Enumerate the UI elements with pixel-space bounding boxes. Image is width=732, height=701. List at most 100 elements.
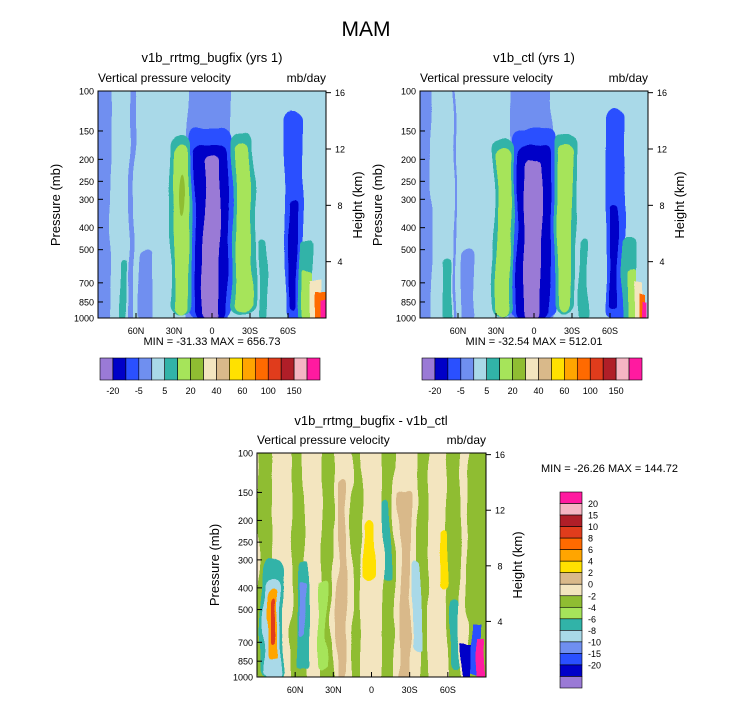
panel-2-y-tick-label: 150 [401,126,416,136]
panel-2-colorbar-swatch [486,357,500,381]
panel-2-height-tick-label: 4 [659,257,664,267]
panel-2-colorbar-swatch [602,357,617,381]
panel-1-colorbar-swatch [280,357,295,381]
panel-3-plot-area [257,453,486,677]
panel-1-y-tick-label: 850 [79,297,94,307]
panel-3-colorbar-label: -6 [588,614,596,624]
panel-3-colorbar-label: -4 [588,603,596,613]
panel-2-colorbar-swatch [525,357,539,381]
panel-2-y-tick-label: 500 [401,245,416,255]
panel-3-stats: MIN = -26.26 MAX = 144.72 [541,463,678,475]
panel-2-colorbar-label: 150 [609,386,624,396]
panel-2-title: v1b_ctl (yrs 1) [493,50,575,65]
panel-3-colorbar-swatch [559,572,583,585]
panel-1-height-tick-label: 4 [337,257,342,267]
panel-3-y-tick-label: 850 [238,657,253,667]
panel-3-y-ticks: 100 150 200 250 300 400 500 700 850 1000 [233,449,262,683]
panel-2-colorbar-swatch [589,357,604,381]
panel-3-colorbar-swatch [559,595,583,608]
panel-1-x-tick-label: 60S [280,326,296,336]
panel-2-colorbar-label: 100 [583,386,598,396]
panel-2-height-ticks: 16 12 8 4 [648,88,667,267]
panel-1-colorbar-label: -5 [135,386,143,396]
panel-1-height-ticks: 16 12 8 4 [326,88,345,267]
panel-2-plot-area [420,91,648,318]
panel-2-colorbar-label: -5 [457,386,465,396]
panel-1-colorbar-swatch [99,357,114,381]
panel-3-x-tick-label: 60N [287,685,304,695]
panel-2-colorbar-swatch [628,357,643,381]
panel-2-colorbar-swatch [564,357,578,381]
panel-3-colorbar-label: 4 [588,557,593,567]
panel-1-height-tick-label: 8 [337,201,342,211]
panel-2-colorbar-swatch [615,357,630,381]
panel-2-stats: MIN = -32.54 MAX = 512.01 [466,336,603,348]
panel-2-x-tick-label: 60N [450,326,467,336]
panel-1-colorbar-label: 5 [162,386,167,396]
panel-2-colorbar-swatch [538,357,552,381]
panel-1-y-tick-label: 500 [79,245,94,255]
panel-3-y-tick-label: 150 [238,488,253,498]
panel-3-colorbar-swatch [559,560,583,574]
panel-1-colorbar-swatch [254,357,269,381]
panel-1-y-tick-label: 250 [79,177,94,187]
panel-2-colorbar-swatch [499,357,513,381]
panel-2-colorbar-label: -20 [428,386,441,396]
panel-1-x-tick-label: 30S [242,326,258,336]
panel-3-colorbar-label: -20 [588,660,601,670]
panel-1-colorbar-swatch [216,357,230,381]
panel-2-x-ticks: 60N 30N 0 30S 60S [450,313,618,336]
panel-2-colorbar: -20 -5 5 20 40 60 100 150 [421,357,643,396]
panel-2-left-subtitle: Vertical pressure velocity [420,71,553,85]
panel-3-height-ticks: 16 12 8 4 [486,450,505,627]
panel-3-y-tick-label: 1000 [233,673,253,683]
panel-3-colorbar-swatch [559,676,583,689]
panel-3-colorbar-label: 20 [588,499,598,509]
panel-1-y-tick-label: 100 [79,87,94,97]
panel-2: v1b_ctl (yrs 1) Vertical pressure veloci… [370,50,687,396]
panel-1-x-tick-label: 0 [209,326,214,336]
panel-2-x-tick-label: 30S [564,326,580,336]
panel-1-left-subtitle: Vertical pressure velocity [98,71,231,85]
panel-1-title: v1b_rrtmg_bugfix (yrs 1) [142,50,283,65]
panel-1-y-tick-label: 700 [79,278,94,288]
panel-3-colorbar-swatch [559,537,583,550]
panel-2-y-tick-label: 100 [401,87,416,97]
panel-1-colorbar-swatch [151,357,166,381]
main-title: MAM [341,18,391,41]
panel-1-colorbar-swatch [177,357,191,381]
panel-1-right-ylabel: Height (km) [350,171,365,238]
panel-2-colorbar-swatch [512,357,526,381]
panel-2-y-tick-label: 200 [401,155,416,165]
panel-3-height-tick-label: 4 [497,617,502,627]
panel-3-x-tick-label: 30N [325,685,342,695]
panel-2-colorbar-swatch [434,357,449,381]
panel-1: v1b_rrtmg_bugfix (yrs 1) Vertical pressu… [48,50,365,396]
panel-1-height-tick-label: 16 [335,88,345,98]
panel-1-colorbar-label: 150 [287,386,302,396]
panel-3-colorbar-label: 6 [588,545,593,555]
panel-1-colorbar-swatch [125,357,140,381]
panel-3-colorbar-label: -15 [588,649,601,659]
panel-2-height-tick-label: 12 [657,144,667,154]
panel-3-colorbar-swatch [559,503,583,516]
panel-2-ylabel: Pressure (mb) [370,164,385,246]
panel-1-y-tick-label: 200 [79,155,94,165]
panel-1-ylabel: Pressure (mb) [48,164,63,246]
panel-2-colorbar-swatch [421,357,436,381]
panel-1-colorbar-swatch [267,357,282,381]
panel-1-y-tick-label: 1000 [74,314,94,324]
panel-2-colorbar-label: 60 [559,386,569,396]
panel-2-height-tick-label: 8 [659,201,664,211]
panel-1-colorbar-label: -20 [106,386,119,396]
panel-1-colorbar-label: 60 [237,386,247,396]
panel-3-colorbar-label: 15 [588,511,598,521]
panel-3-y-tick-label: 500 [238,605,253,615]
panel-3-height-tick-label: 8 [497,561,502,571]
panel-3-colorbar-swatch [559,514,583,527]
panel-1-colorbar-swatch [112,357,127,381]
panel-1-right-subtitle: mb/day [287,71,326,85]
panel-2-x-tick-label: 0 [531,326,536,336]
panel-3-y-tick-label: 100 [238,449,253,459]
